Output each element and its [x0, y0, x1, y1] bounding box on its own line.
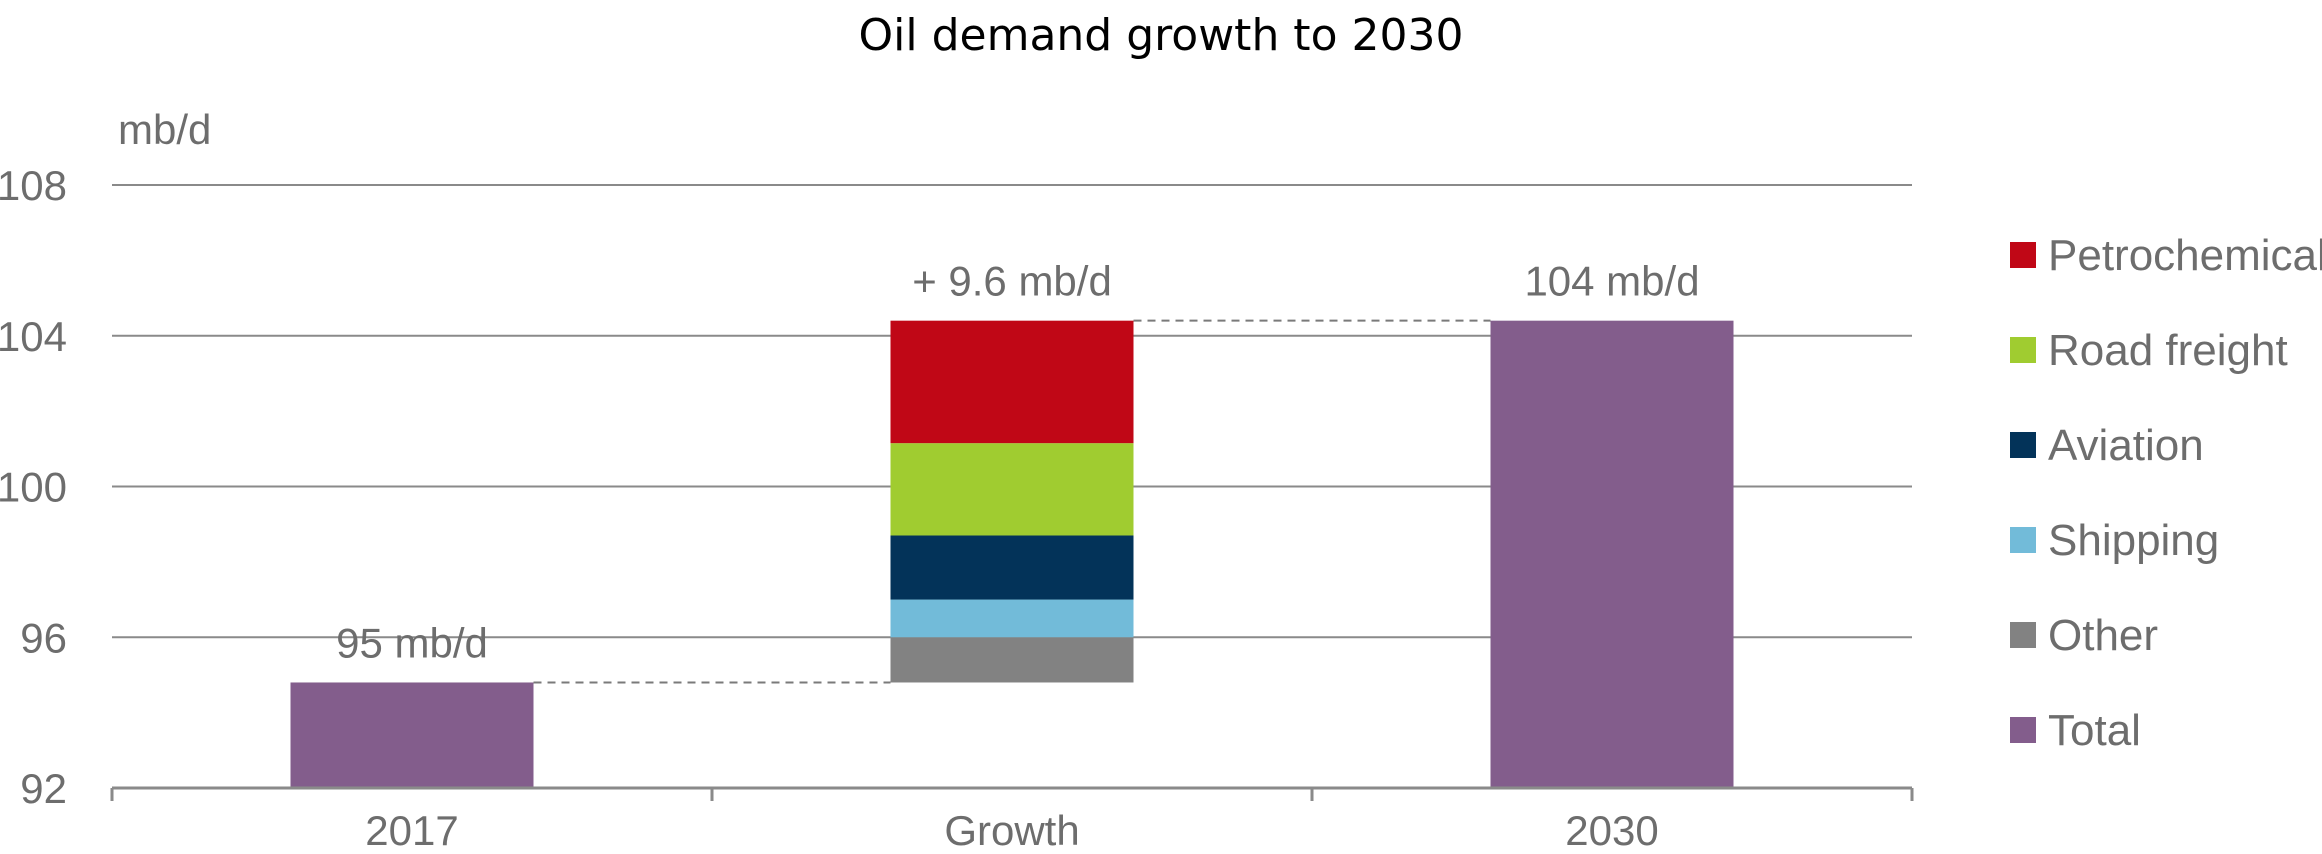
x-axis	[110, 786, 1914, 801]
bar-growth-other	[890, 637, 1134, 683]
bar-growth-shipping	[890, 599, 1134, 638]
x-axis-labels: 2017 Growth 2030	[365, 807, 1658, 854]
x-category-label: 2030	[1565, 807, 1658, 854]
y-axis-unit-label: mb/d	[118, 106, 211, 153]
legend-swatch	[2010, 432, 2036, 458]
bar-growth-aviation	[890, 535, 1134, 600]
y-tick-label: 100	[0, 464, 67, 511]
y-tick-label: 96	[20, 614, 67, 661]
y-tick-label: 92	[20, 765, 67, 812]
y-tick-label: 108	[0, 162, 67, 209]
legend: Petrochemicals Road freight Aviation Shippi…	[2010, 231, 2322, 755]
legend-swatch	[2010, 242, 2036, 268]
legend-label: Road freight	[2048, 326, 2288, 375]
connector-lines	[533, 319, 1491, 684]
bar-2017-total	[290, 682, 534, 788]
legend-swatch	[2010, 337, 2036, 363]
chart-title: Oil demand growth to 2030	[859, 10, 1464, 61]
bar-growth-road-freight	[890, 443, 1134, 536]
x-category-label: Growth	[944, 807, 1079, 854]
legend-label: Total	[2048, 706, 2141, 755]
legend-label: Other	[2048, 611, 2158, 660]
legend-label: Aviation	[2048, 421, 2204, 470]
data-label-growth: + 9.6 mb/d	[912, 258, 1112, 305]
y-tick-label: 104	[0, 313, 67, 360]
legend-label: Petrochemicals	[2048, 231, 2322, 280]
legend-label: Shipping	[2048, 516, 2219, 565]
bar-growth-petrochemicals	[890, 320, 1134, 444]
legend-swatch	[2010, 527, 2036, 553]
y-axis-ticks: 92 96 100 104 108	[0, 162, 67, 812]
data-label-2017: 95 mb/d	[336, 619, 488, 666]
bars	[290, 320, 1734, 788]
bar-2030-total	[1490, 320, 1734, 788]
data-labels: 95 mb/d + 9.6 mb/d 104 mb/d	[336, 258, 1699, 667]
legend-swatch	[2010, 622, 2036, 648]
x-category-label: 2017	[365, 807, 458, 854]
data-label-2030: 104 mb/d	[1524, 258, 1699, 305]
legend-swatch	[2010, 717, 2036, 743]
